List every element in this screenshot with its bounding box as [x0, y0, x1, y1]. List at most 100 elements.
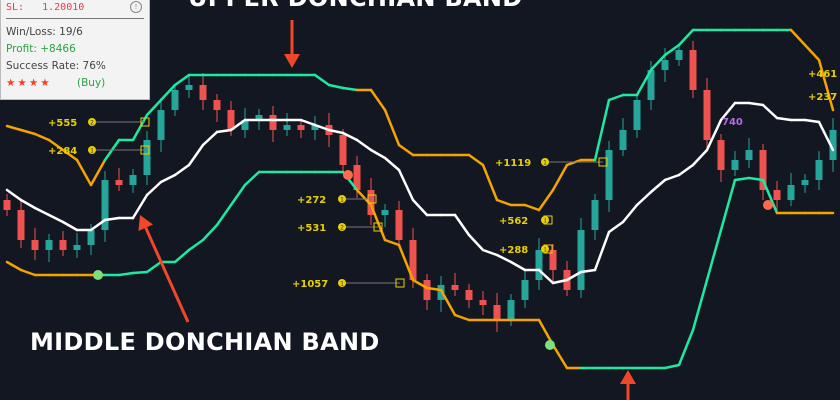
- upper-band-segment: [593, 98, 611, 162]
- trade-marker: [541, 216, 549, 224]
- middle-band-segment: [551, 278, 569, 285]
- bullish-candle: [535, 250, 543, 280]
- upper-band-segment: [397, 143, 415, 157]
- middle-band-segment: [229, 118, 247, 132]
- lower-band-segment: [705, 228, 723, 282]
- lower-band-segment: [131, 270, 149, 275]
- upper-band-annotation: UPPER DONCHIAN BAND: [188, 0, 523, 12]
- trade-marker-number: 1: [543, 160, 547, 167]
- lower-band-segment: [453, 313, 471, 322]
- upper-band-segment: [89, 158, 107, 187]
- lower-band-segment: [747, 176, 765, 182]
- trade-marker-number: 1: [543, 218, 547, 225]
- middle-band-segment: [621, 203, 639, 224]
- upper-band-segment: [33, 132, 51, 142]
- lower-band-segment: [5, 260, 23, 272]
- bearish-candle: [395, 210, 403, 240]
- bearish-candle: [689, 50, 697, 90]
- middle-band-segment: [145, 180, 163, 197]
- trade-exit-box: [543, 244, 553, 254]
- bullish-candle: [45, 240, 53, 250]
- upper-band-segment: [649, 53, 667, 72]
- bullish-candle: [619, 130, 627, 150]
- bearish-candle: [269, 115, 277, 130]
- bullish-candle: [815, 160, 823, 180]
- bullish-candle: [521, 280, 529, 300]
- bearish-candle: [115, 180, 123, 185]
- trade-profit-label: +562: [499, 216, 528, 227]
- lower-band-segment: [201, 223, 219, 242]
- upper-band-segment: [803, 43, 821, 62]
- lower-band-segment: [425, 286, 443, 292]
- upper-band-segment: [75, 158, 93, 187]
- upper-band-segment: [467, 153, 485, 167]
- upper-band-segment: [663, 43, 681, 57]
- trade-marker-number: 2: [90, 120, 94, 127]
- upper-band-segment: [173, 73, 191, 87]
- lower-band-segment: [761, 178, 779, 215]
- middle-band-segment: [201, 130, 219, 147]
- buy-signal-dot: [93, 270, 103, 280]
- bullish-candle: [605, 150, 613, 200]
- bullish-candle: [255, 115, 263, 120]
- info-icon[interactable]: !: [130, 1, 142, 13]
- lower-band-segment: [397, 243, 415, 282]
- middle-band-segment: [761, 103, 779, 120]
- trade-profit-label: +1119: [495, 158, 531, 169]
- trade-marker-number: 1: [340, 281, 344, 288]
- sell-signal-dot: [763, 200, 773, 210]
- middle-band-segment: [327, 128, 345, 135]
- lower-band-segment: [229, 183, 247, 207]
- middle-band-segment: [383, 156, 401, 172]
- signal: (Buy): [77, 77, 106, 89]
- upper-band-segment: [607, 93, 625, 102]
- arrow-head-icon: [284, 54, 300, 68]
- lower-band-segment: [411, 278, 429, 290]
- annotation-arrows: [138, 20, 636, 400]
- arrow-head-icon: [620, 370, 636, 384]
- middle-band-segment: [341, 131, 359, 142]
- sl-value: 1.20010: [42, 2, 85, 13]
- middle-band-segment: [215, 128, 233, 134]
- middle-band-segment: [5, 188, 23, 202]
- upper-band-segment: [635, 68, 653, 97]
- trade-profit-label: +237: [808, 92, 837, 103]
- middle-band-segment: [369, 148, 387, 160]
- middle-band-segment: [355, 138, 373, 152]
- bullish-candle: [241, 120, 249, 130]
- upper-band-segment: [383, 108, 401, 147]
- lower-band-segment: [691, 278, 709, 332]
- trade-exit-box: [140, 145, 150, 155]
- trade-marker: [88, 118, 96, 126]
- lower-band-segment: [173, 248, 191, 264]
- bearish-candle: [3, 200, 11, 210]
- middle-band-segment: [663, 173, 681, 182]
- middle-band-segment: [89, 218, 107, 232]
- lower-band-segment: [187, 238, 205, 252]
- bullish-candle: [745, 150, 753, 160]
- lower-band-segment: [733, 176, 751, 182]
- bullish-candle: [661, 60, 669, 70]
- bullish-candle: [157, 110, 165, 140]
- bullish-candle: [129, 175, 137, 185]
- bullish-candle: [185, 85, 193, 90]
- bullish-candle: [647, 70, 655, 100]
- middle-band-segment: [453, 213, 471, 237]
- upper-band-segment: [47, 138, 65, 152]
- bullish-candle: [787, 185, 795, 200]
- buy-signal-dot: [545, 340, 555, 350]
- upper-band-segment: [523, 203, 541, 212]
- bullish-candle: [675, 50, 683, 60]
- trade-exit-box: [395, 278, 405, 288]
- trade-marker: [338, 279, 346, 287]
- trade-marker: [338, 195, 346, 203]
- profit: Profit: +8466: [6, 43, 76, 55]
- bullish-candle: [381, 210, 389, 215]
- trade-profit-label: +284: [48, 146, 77, 157]
- lower-band-segment: [719, 178, 737, 232]
- middle-band-segment: [607, 220, 625, 234]
- trade-profit-label: +288: [499, 245, 528, 256]
- upper-band-segment: [677, 28, 695, 47]
- middle-band-segment: [467, 233, 485, 252]
